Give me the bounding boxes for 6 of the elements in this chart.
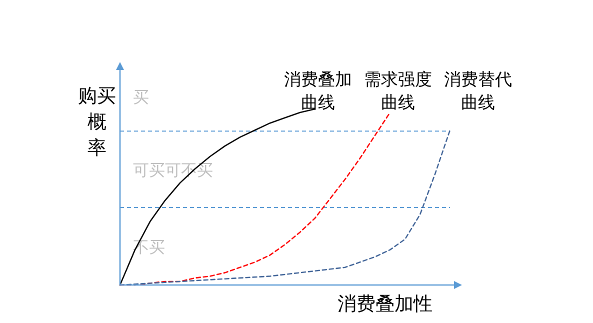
series-label: 消费替代曲线	[444, 70, 512, 113]
series-label: 需求强度曲线	[364, 70, 432, 113]
text: 买	[133, 88, 149, 107]
y-axis-title: 购买概率	[78, 85, 116, 159]
series-label: 消费叠加曲线	[284, 70, 352, 113]
x-axis-title: 消费叠加性	[338, 293, 432, 315]
